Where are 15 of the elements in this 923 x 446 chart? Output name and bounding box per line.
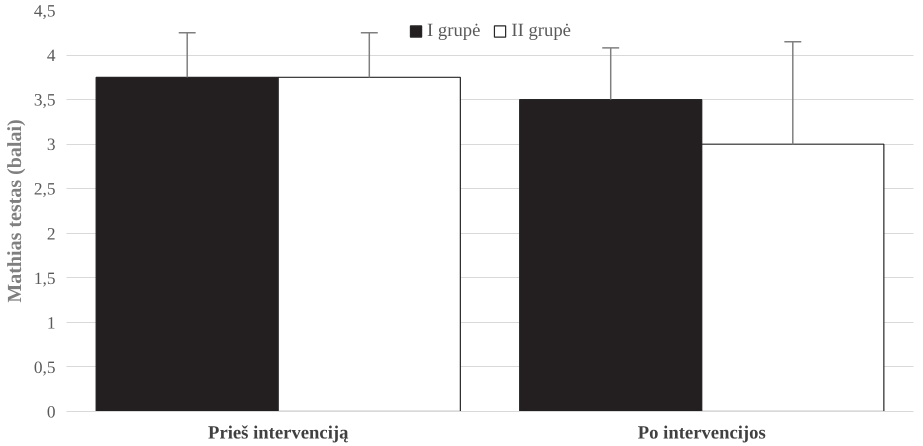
x-tick-label: Po intervencijos bbox=[638, 422, 766, 444]
y-tick-label: 4,5 bbox=[34, 2, 56, 20]
y-tick-label: 4 bbox=[46, 46, 56, 66]
y-tick-label: 0 bbox=[46, 402, 56, 422]
y-tick-label: 2 bbox=[46, 224, 56, 244]
y-tick-label: 2,5 bbox=[34, 180, 56, 199]
x-tick-label: Prieš intervenciją bbox=[208, 422, 350, 444]
y-tick-label: 0,5 bbox=[34, 358, 56, 377]
y-tick-label: 1 bbox=[46, 313, 56, 332]
y-axis-title: Mathias testas (balai) bbox=[4, 119, 26, 303]
legend-label: I grupė bbox=[427, 20, 480, 42]
y-tick-label: 1,5 bbox=[34, 268, 56, 288]
legend-label: II grupė bbox=[511, 20, 571, 42]
y-tick-label: 3 bbox=[46, 135, 56, 154]
y-tick-label: 3,5 bbox=[34, 90, 56, 110]
